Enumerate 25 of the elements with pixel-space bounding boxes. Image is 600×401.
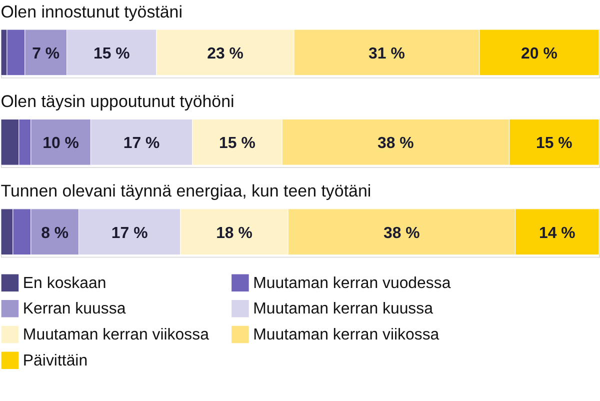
legend-label: Päivittäin xyxy=(22,352,88,370)
data-label: 8 % xyxy=(41,224,69,242)
data-label: 10 % xyxy=(42,135,79,152)
data-label: 14 % xyxy=(538,224,576,242)
legend-label: En koskaan xyxy=(22,274,106,292)
legend-label: Muutaman kerran viikossa xyxy=(22,326,210,344)
data-label: 17 % xyxy=(111,224,148,242)
data-label: 7 % xyxy=(32,45,60,62)
y-tick-label: Tunnen olevani täynnä energiaa, kun teen työtäni xyxy=(0,182,372,201)
data-label: 15 % xyxy=(219,135,256,152)
data-label: 15 % xyxy=(93,45,130,62)
y-tick-label: Olen innostunut työstäni xyxy=(0,2,182,22)
data-label: 15 % xyxy=(536,135,572,152)
data-label: 23 % xyxy=(207,45,244,62)
legend-label: Kerran kuussa xyxy=(22,300,126,318)
legend-label: Muutaman kerran viikossa xyxy=(253,326,440,344)
legend-label: Muutaman kerran kuussa xyxy=(253,300,434,318)
y-tick-label: Olen täysin uppoutunut työhöni xyxy=(0,92,234,112)
data-label: 20 % xyxy=(521,45,558,62)
data-label: 38 % xyxy=(383,224,420,242)
data-label: 38 % xyxy=(378,135,414,152)
data-label: 17 % xyxy=(123,135,160,152)
data-label: 31 % xyxy=(368,45,405,62)
data-label: 18 % xyxy=(216,224,252,242)
legend-label: Muutaman kerran vuodessa xyxy=(253,274,451,292)
